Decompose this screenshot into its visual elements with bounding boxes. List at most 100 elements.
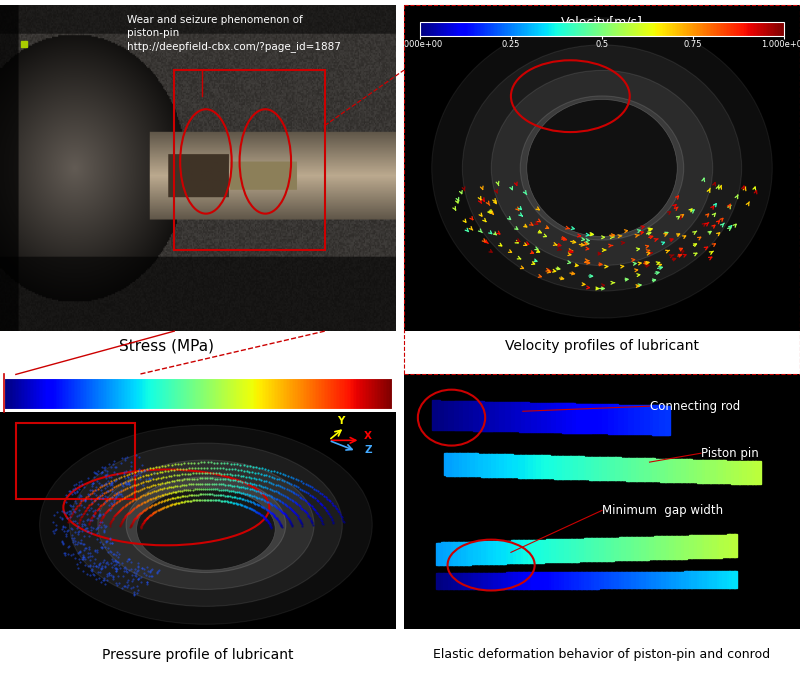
Bar xyxy=(719,572,722,588)
Bar xyxy=(581,539,584,561)
Bar xyxy=(622,572,624,588)
Ellipse shape xyxy=(126,477,286,572)
Bar xyxy=(436,543,438,565)
Bar xyxy=(529,403,531,431)
Bar xyxy=(662,572,664,588)
Bar xyxy=(576,572,579,589)
Bar xyxy=(562,456,566,479)
Bar xyxy=(662,537,664,559)
Bar xyxy=(455,401,458,430)
Bar xyxy=(597,457,600,480)
Bar xyxy=(466,573,469,589)
Bar xyxy=(666,405,668,435)
Bar xyxy=(605,457,608,480)
Bar xyxy=(485,401,487,431)
Bar xyxy=(596,404,598,433)
Bar xyxy=(714,572,717,588)
Bar xyxy=(486,454,489,477)
Bar xyxy=(530,403,533,432)
Bar xyxy=(578,456,582,480)
Bar xyxy=(654,458,658,482)
Bar xyxy=(499,454,502,477)
Bar xyxy=(583,456,586,480)
Bar xyxy=(446,453,450,475)
Bar xyxy=(586,539,589,561)
Bar xyxy=(710,460,714,483)
Bar xyxy=(581,572,584,589)
Bar xyxy=(450,542,454,565)
Bar xyxy=(718,460,721,483)
Bar xyxy=(694,460,698,482)
Bar xyxy=(584,404,586,433)
Bar xyxy=(678,459,682,482)
Bar xyxy=(629,537,632,560)
Bar xyxy=(651,572,654,588)
Bar xyxy=(515,455,518,477)
Bar xyxy=(478,541,482,564)
Bar xyxy=(564,403,566,433)
Bar xyxy=(561,539,564,562)
Bar xyxy=(536,572,539,589)
Text: X: X xyxy=(364,431,372,441)
Bar xyxy=(530,455,534,478)
Bar xyxy=(550,403,553,432)
Bar xyxy=(476,573,478,589)
Bar xyxy=(705,460,708,483)
Bar xyxy=(649,537,652,559)
Bar xyxy=(538,455,542,478)
Bar xyxy=(699,572,702,588)
Bar xyxy=(451,453,454,475)
Bar xyxy=(440,401,442,430)
Bar xyxy=(529,572,531,589)
Bar xyxy=(719,534,722,558)
Bar xyxy=(739,461,742,484)
Bar xyxy=(503,572,506,589)
Bar xyxy=(538,540,542,563)
Bar xyxy=(602,572,604,589)
Bar xyxy=(561,403,562,432)
Bar xyxy=(697,572,699,588)
Bar xyxy=(494,572,496,589)
Bar xyxy=(449,453,452,475)
Bar xyxy=(517,403,519,431)
Ellipse shape xyxy=(491,70,713,266)
Bar xyxy=(708,460,710,483)
Bar xyxy=(543,572,546,589)
Bar xyxy=(651,537,654,559)
Bar xyxy=(550,455,552,478)
Bar xyxy=(614,405,616,433)
Bar xyxy=(434,401,436,429)
Bar xyxy=(482,401,483,431)
Bar xyxy=(521,572,524,589)
Bar xyxy=(639,458,642,481)
Bar xyxy=(542,403,545,432)
Bar xyxy=(722,534,725,557)
Bar xyxy=(538,403,541,432)
Bar xyxy=(658,459,661,482)
Bar xyxy=(566,539,569,562)
Bar xyxy=(689,572,692,588)
Bar xyxy=(443,573,446,589)
Bar xyxy=(578,572,582,589)
Bar xyxy=(689,460,692,482)
Bar xyxy=(174,70,325,249)
Bar xyxy=(614,538,617,561)
Bar xyxy=(669,572,672,588)
Bar xyxy=(549,539,551,562)
Bar xyxy=(466,401,468,430)
Bar xyxy=(706,572,710,588)
Bar xyxy=(606,572,609,589)
Bar xyxy=(615,458,618,480)
Bar xyxy=(668,459,671,482)
Bar xyxy=(554,403,557,432)
Bar xyxy=(518,572,522,589)
Bar xyxy=(602,457,605,480)
Ellipse shape xyxy=(70,443,342,607)
Bar xyxy=(646,405,648,434)
Bar xyxy=(639,537,642,560)
Bar xyxy=(572,403,574,433)
Bar xyxy=(16,423,134,499)
Bar xyxy=(592,404,594,433)
Bar xyxy=(461,542,464,565)
Bar xyxy=(501,572,504,589)
